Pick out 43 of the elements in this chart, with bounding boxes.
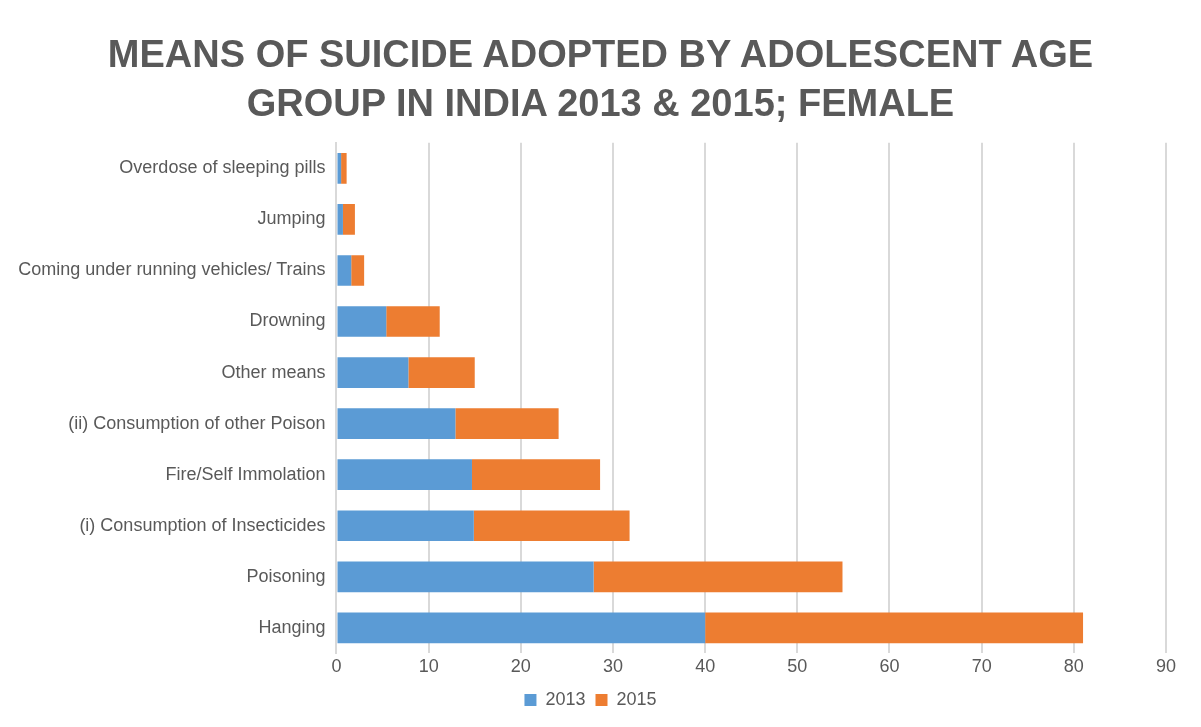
x-tick-label: 40 (695, 655, 716, 676)
x-tick-label: 50 (787, 655, 808, 676)
bar (337, 459, 472, 490)
y-tick-label: Jumping (257, 208, 326, 229)
bar (337, 561, 594, 592)
bar (351, 254, 365, 286)
bar (455, 408, 559, 439)
y-tick-label: Poisoning (246, 565, 326, 586)
bar (337, 510, 474, 541)
y-tick-label: Fire/Self Immolation (165, 463, 326, 484)
x-tick-label: 30 (602, 655, 624, 676)
bar (337, 357, 409, 388)
bar (593, 561, 843, 592)
bar (337, 152, 342, 184)
y-tick-label: Other means (221, 361, 326, 382)
bar (386, 305, 440, 337)
bar (337, 254, 352, 286)
bar (473, 510, 630, 541)
x-tick-label: 60 (879, 655, 900, 676)
bar (337, 203, 343, 235)
y-tick-label: Coming under running vehicles/ Trains (18, 259, 326, 280)
y-tick-label: Overdose of sleeping pills (119, 157, 326, 178)
x-tick-label: 90 (1155, 655, 1177, 676)
bar (705, 612, 1084, 643)
bar (337, 408, 456, 439)
y-tick-label: (i) Consumption of Insecticides (79, 514, 326, 535)
legend-label: 2015 (616, 688, 657, 709)
bar (341, 152, 347, 184)
x-tick-label: 70 (971, 655, 992, 676)
y-tick-label: Drowning (249, 310, 326, 331)
bar (471, 459, 601, 490)
y-tick-label: (ii) Consumption of other Poison (68, 412, 326, 433)
bar (337, 305, 387, 337)
legend-label: 2013 (545, 688, 586, 709)
x-tick-label: 0 (331, 655, 342, 676)
x-tick-label: 20 (510, 655, 531, 676)
bar (342, 203, 355, 235)
x-tick-label: 10 (418, 655, 439, 676)
y-tick-label: Hanging (258, 616, 326, 637)
chart-title: MEANS OF SUICIDE ADOPTED BY ADOLESCENT AGE GROUP IN INDIA 2013 & 2015; FEMALE (106, 32, 1095, 127)
bar (408, 357, 475, 388)
bar (337, 612, 706, 643)
x-tick-label: 80 (1063, 655, 1084, 676)
